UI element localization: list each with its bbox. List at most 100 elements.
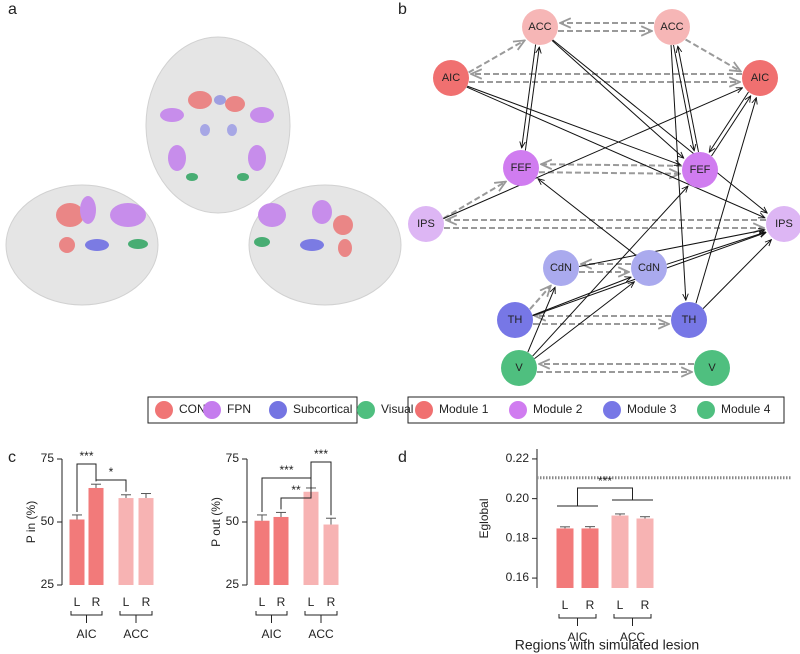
blob [300, 239, 324, 251]
x-tick-label: R [327, 595, 336, 609]
blob [128, 239, 148, 249]
node-label: CdN [638, 262, 660, 274]
y-tick-label: 0.22 [506, 451, 530, 465]
legend-swatch [603, 401, 621, 419]
x-tick-label: R [92, 595, 101, 609]
blob [56, 203, 84, 227]
blob [333, 215, 353, 235]
blob [168, 145, 186, 171]
x-tick-label: L [123, 595, 130, 609]
significance-label: *** [79, 449, 93, 463]
blob [59, 237, 75, 253]
edge [467, 85, 680, 165]
blob [200, 124, 210, 136]
significance-bracket [280, 484, 312, 510]
edge [534, 282, 634, 360]
edge [443, 88, 742, 220]
blob [338, 239, 352, 257]
node-label: TH [682, 314, 697, 326]
node [682, 152, 718, 188]
node [408, 206, 444, 242]
edge [532, 186, 688, 357]
node [742, 60, 778, 96]
blob [186, 173, 198, 181]
x-tick-label: L [617, 598, 624, 612]
group-bracket [119, 611, 153, 623]
y-tick-label: 50 [41, 514, 55, 528]
edge [552, 39, 767, 213]
group-bracket [613, 614, 652, 626]
node [766, 206, 800, 242]
edge [709, 91, 749, 152]
legend-label: Subcortical [293, 402, 352, 416]
legend-label: Module 2 [533, 402, 583, 416]
edge [670, 45, 686, 300]
legend-swatch [357, 401, 375, 419]
bar [118, 498, 134, 585]
edge [466, 86, 765, 218]
y-axis-label: Eglobal [477, 498, 491, 538]
blob [225, 96, 245, 112]
blob [254, 237, 270, 247]
group-bracket [304, 611, 338, 623]
node [543, 250, 579, 286]
bar [636, 518, 654, 588]
node-label: AIC [751, 72, 769, 84]
bar [323, 524, 339, 585]
legend-label: Module 3 [627, 402, 677, 416]
blob [110, 203, 146, 227]
group-label: AIC [76, 627, 96, 641]
bar [254, 520, 270, 585]
x-tick-label: R [142, 595, 151, 609]
node [503, 150, 539, 186]
group-label: ACC [123, 627, 149, 641]
dashed-edge [468, 40, 525, 74]
edge [551, 40, 684, 158]
blob [258, 203, 286, 227]
blob [248, 145, 266, 171]
x-tick-label: L [308, 595, 315, 609]
bar [69, 519, 85, 585]
dashed-edge [443, 182, 506, 220]
node-label: FEF [690, 164, 711, 176]
blob [312, 200, 332, 224]
group-label: ACC [620, 630, 646, 644]
legend-swatch [269, 401, 287, 419]
y-tick-label: 25 [226, 577, 240, 591]
significance-label: * [109, 465, 114, 479]
node-label: ACC [528, 21, 551, 33]
panel-label: d [398, 449, 407, 466]
node-label: IPS [775, 218, 793, 230]
node-label: FEF [511, 162, 532, 174]
y-tick-label: 25 [41, 577, 55, 591]
group-label: AIC [261, 627, 281, 641]
legend-box [407, 396, 785, 424]
legend-swatch [203, 401, 221, 419]
y-tick-label: 75 [226, 451, 240, 465]
edge [538, 179, 637, 256]
node-label: IPS [417, 218, 435, 230]
node [497, 302, 533, 338]
node-label: ACC [660, 21, 683, 33]
panel-label: c [8, 449, 16, 466]
significance-bracket [95, 479, 127, 492]
x-tick-label: L [74, 595, 81, 609]
node [631, 250, 667, 286]
legend-swatch [155, 401, 173, 419]
edge [673, 44, 694, 151]
y-tick-label: 50 [226, 514, 240, 528]
y-axis-label: P out (%) [209, 497, 223, 547]
node-label: V [708, 362, 716, 374]
edge [522, 44, 537, 148]
group-bracket [70, 611, 103, 623]
y-tick-label: 0.20 [506, 491, 530, 505]
legend-label: Module 1 [439, 402, 489, 416]
x-tick-label: R [641, 598, 650, 612]
significance-label: *** [598, 474, 612, 488]
legend-label: Module 4 [721, 402, 771, 416]
group-label: AIC [567, 630, 587, 644]
bar [581, 528, 599, 588]
blob [237, 173, 249, 181]
edge [524, 47, 539, 151]
